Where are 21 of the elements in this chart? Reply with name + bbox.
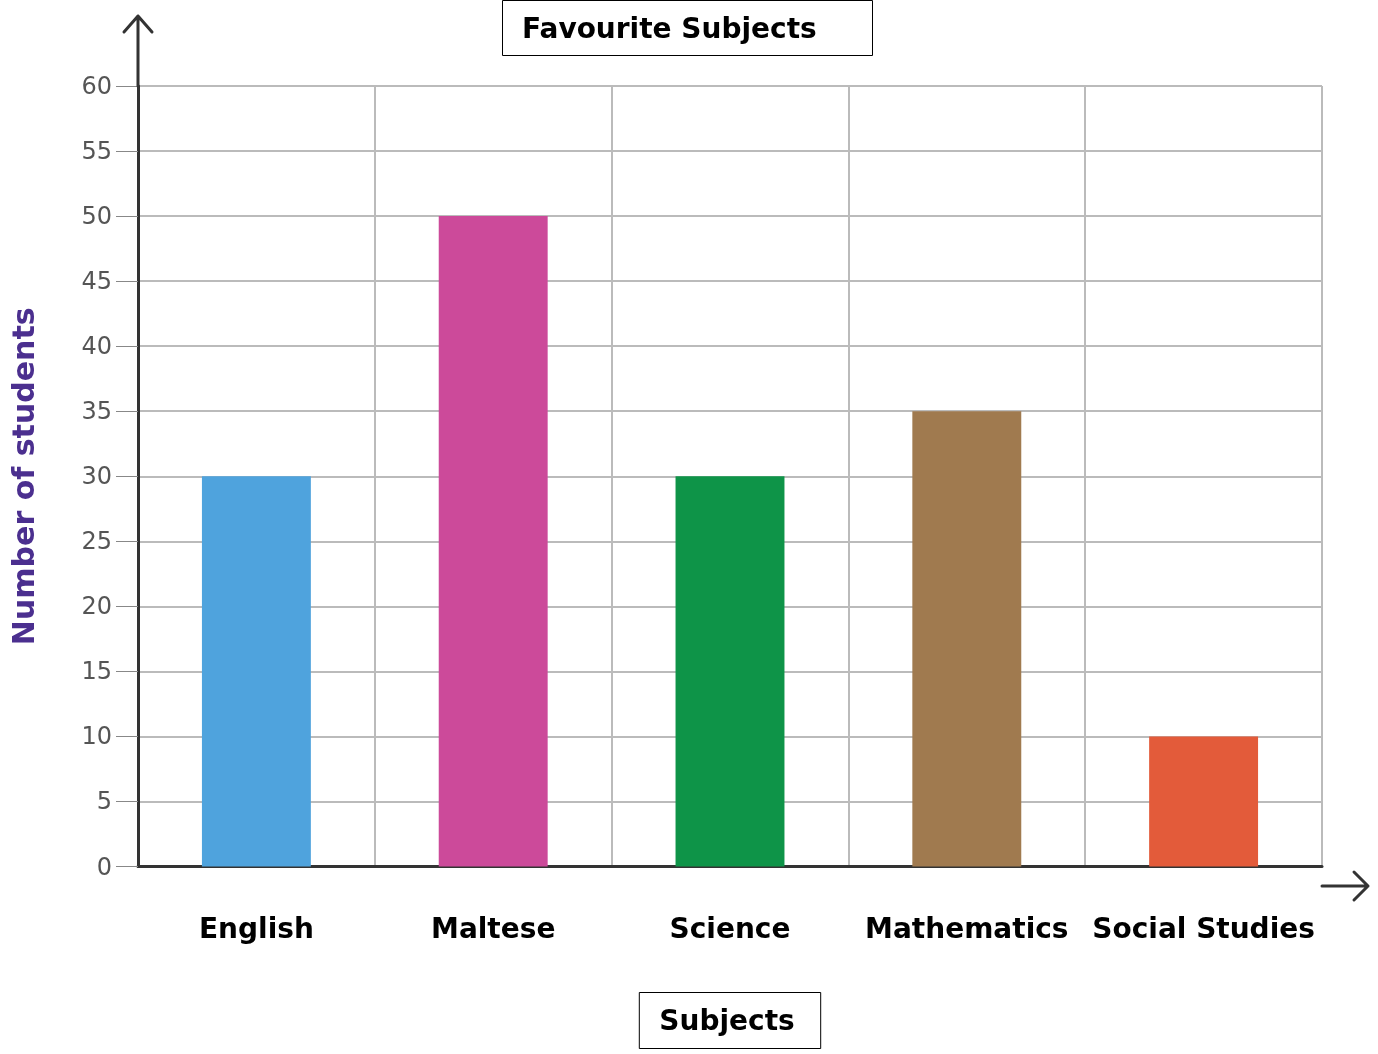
- x-axis-title: Subjects: [659, 1004, 795, 1037]
- x-tick-label: English: [198, 912, 314, 945]
- y-tick-label: 35: [81, 397, 112, 426]
- y-tick-label: 20: [81, 592, 112, 621]
- y-tick-label: 25: [81, 527, 112, 556]
- y-tick-label: 60: [81, 72, 112, 100]
- y-tick-label: 0: [96, 852, 112, 881]
- y-axis-title: Number of students: [5, 307, 41, 646]
- y-tick-label: 55: [81, 137, 112, 166]
- y-tick-label: 40: [81, 332, 112, 361]
- y-tick-label: 10: [81, 722, 112, 751]
- y-tick-label: 30: [81, 462, 112, 491]
- x-tick-label: Science: [669, 912, 791, 945]
- x-tick-label: Social Studies: [1092, 912, 1315, 945]
- chart-title: Favourite Subjects: [522, 11, 817, 45]
- y-tick-label: 5: [96, 787, 112, 816]
- y-tick-label: 45: [81, 267, 112, 296]
- x-tick-label: Maltese: [431, 912, 556, 945]
- y-tick-label: 15: [81, 657, 112, 686]
- y-tick-label: 50: [81, 202, 112, 231]
- x-tick-label: Mathematics: [865, 912, 1069, 945]
